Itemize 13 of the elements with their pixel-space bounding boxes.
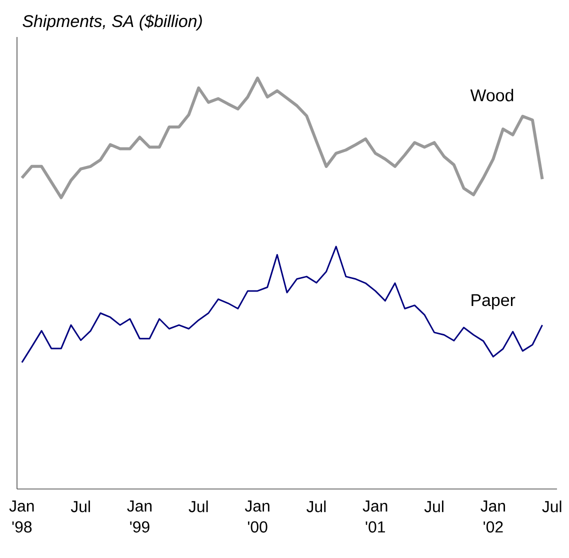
x-tick-label: Jan '00 xyxy=(244,500,270,533)
x-tick-label: Jul xyxy=(424,500,444,512)
x-tick-label: Jan '02 xyxy=(480,500,505,533)
x-tick-label: Jan '98 xyxy=(9,500,34,533)
x-tick-label: Jan '99 xyxy=(127,500,152,533)
x-tick-label: Jul xyxy=(306,500,326,512)
x-tick-label: Jul xyxy=(70,500,90,512)
x-tick-label: Jul xyxy=(188,500,208,512)
series-label: Wood xyxy=(470,88,514,102)
chart-title: Shipments, SA ($billion) xyxy=(22,14,202,31)
x-tick-label: Jul xyxy=(542,500,562,512)
series-label: Paper xyxy=(472,294,516,310)
x-tick-label: Jan '01 xyxy=(362,500,388,533)
